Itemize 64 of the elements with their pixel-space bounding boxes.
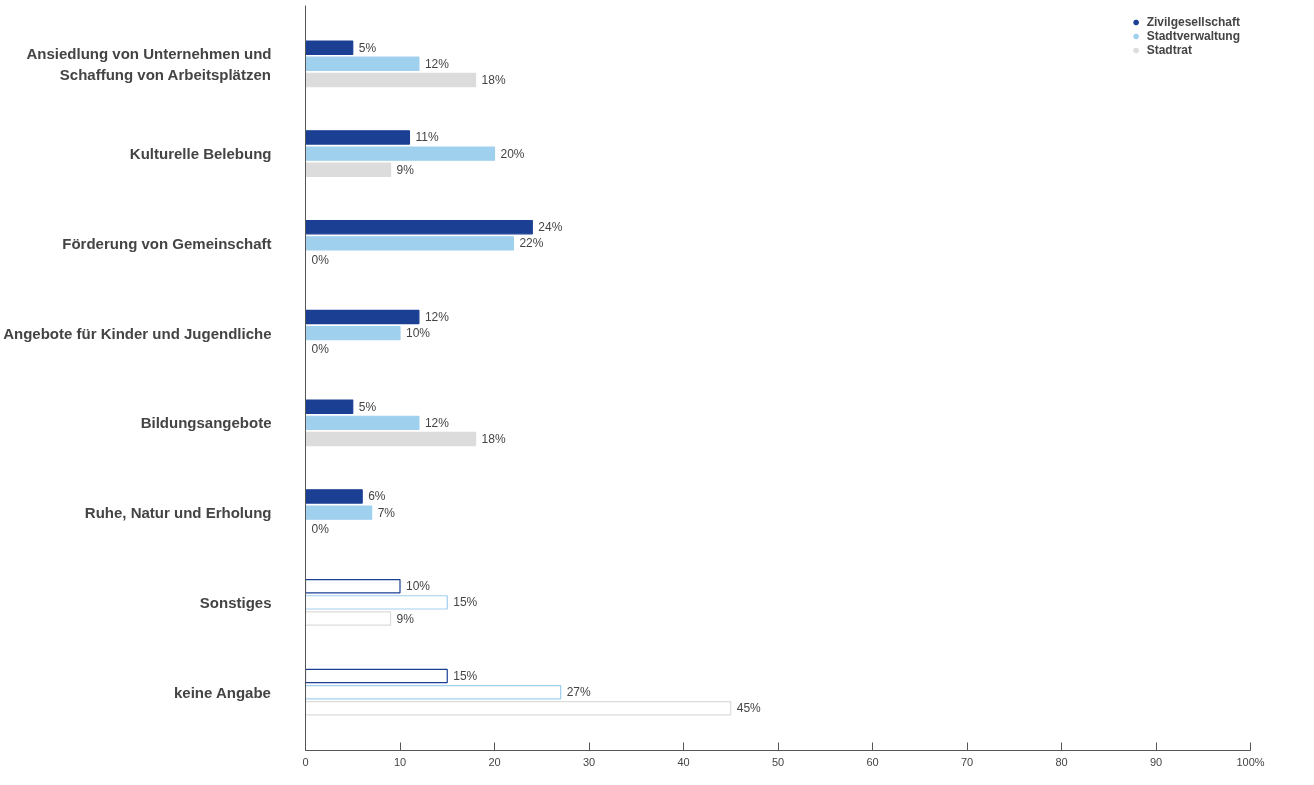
data-label: 5% [358, 399, 377, 414]
x-tick-label: 60 [866, 755, 879, 768]
bar [305, 325, 401, 341]
x-tick-label: 70 [960, 755, 974, 768]
bar [305, 40, 354, 55]
data-label: 15% [453, 669, 478, 683]
y-tick-label: keine Angabe [173, 683, 271, 701]
legend-label: Stadtrat [1146, 43, 1192, 57]
bar [305, 72, 477, 88]
data-label: 27% [566, 685, 591, 700]
bar [305, 146, 496, 161]
bar [305, 505, 373, 520]
bar [305, 701, 732, 716]
data-label: 10% [406, 579, 431, 594]
bar [305, 56, 420, 72]
data-label: 22% [519, 236, 544, 251]
data-label: 12% [424, 309, 450, 324]
x-tick-label: 20 [488, 755, 501, 768]
data-label: 20% [500, 146, 525, 161]
y-tick-label: Sonstiges [199, 593, 272, 611]
data-label: 0% [311, 342, 330, 357]
bar [305, 431, 477, 447]
bar [305, 309, 420, 325]
bar [305, 415, 420, 431]
data-label: 12% [424, 415, 450, 430]
data-label: 7% [377, 505, 396, 520]
bar [305, 489, 363, 504]
data-label: 6% [368, 489, 386, 504]
bar [305, 399, 354, 414]
x-tick-label: 40 [677, 755, 690, 768]
bar [305, 162, 392, 177]
y-tick-label: Kulturelle Belebung [129, 145, 272, 163]
data-label: 5% [358, 40, 377, 55]
y-tick-label: Bildungsangebote [140, 414, 272, 432]
x-tick-label: 100% [1236, 755, 1265, 768]
data-label: 0% [311, 521, 330, 536]
y-tick-label: Ruhe, Natur und Erholung [84, 504, 272, 522]
data-label: 11% [415, 130, 439, 145]
x-tick-label: 50 [771, 755, 785, 768]
bar [305, 668, 448, 684]
y-tick-label: Angebote für Kinder und Jugendliche [3, 324, 272, 342]
data-label: 9% [396, 162, 415, 177]
data-label: 15% [453, 595, 478, 610]
legend-label: Stadtverwaltung [1146, 29, 1240, 43]
legend-label: Zivilgesellschaft [1146, 15, 1240, 29]
data-label: 45% [736, 701, 762, 716]
y-tick-label: Ansiedlung von Unternehmen und Schaffung von Arbeitsplätzen [26, 45, 272, 83]
x-tick-label: 10 [393, 755, 407, 768]
x-tick-label: 80 [1055, 755, 1068, 768]
data-label: 9% [396, 611, 415, 626]
data-label: 18% [481, 432, 506, 447]
data-label: 10% [406, 326, 431, 341]
bar [305, 219, 533, 235]
y-tick-label: Förderung von Gemeinschaft [62, 234, 272, 252]
bar [305, 130, 411, 145]
x-tick-label: 90 [1149, 755, 1163, 768]
data-label: 18% [481, 73, 506, 87]
data-label: 24% [538, 220, 563, 235]
x-tick-label: 0 [302, 755, 309, 768]
x-tick-label: 30 [582, 755, 596, 768]
data-label: 12% [424, 56, 450, 71]
bar [305, 684, 562, 700]
bar [305, 236, 514, 251]
data-label: 0% [311, 252, 330, 267]
